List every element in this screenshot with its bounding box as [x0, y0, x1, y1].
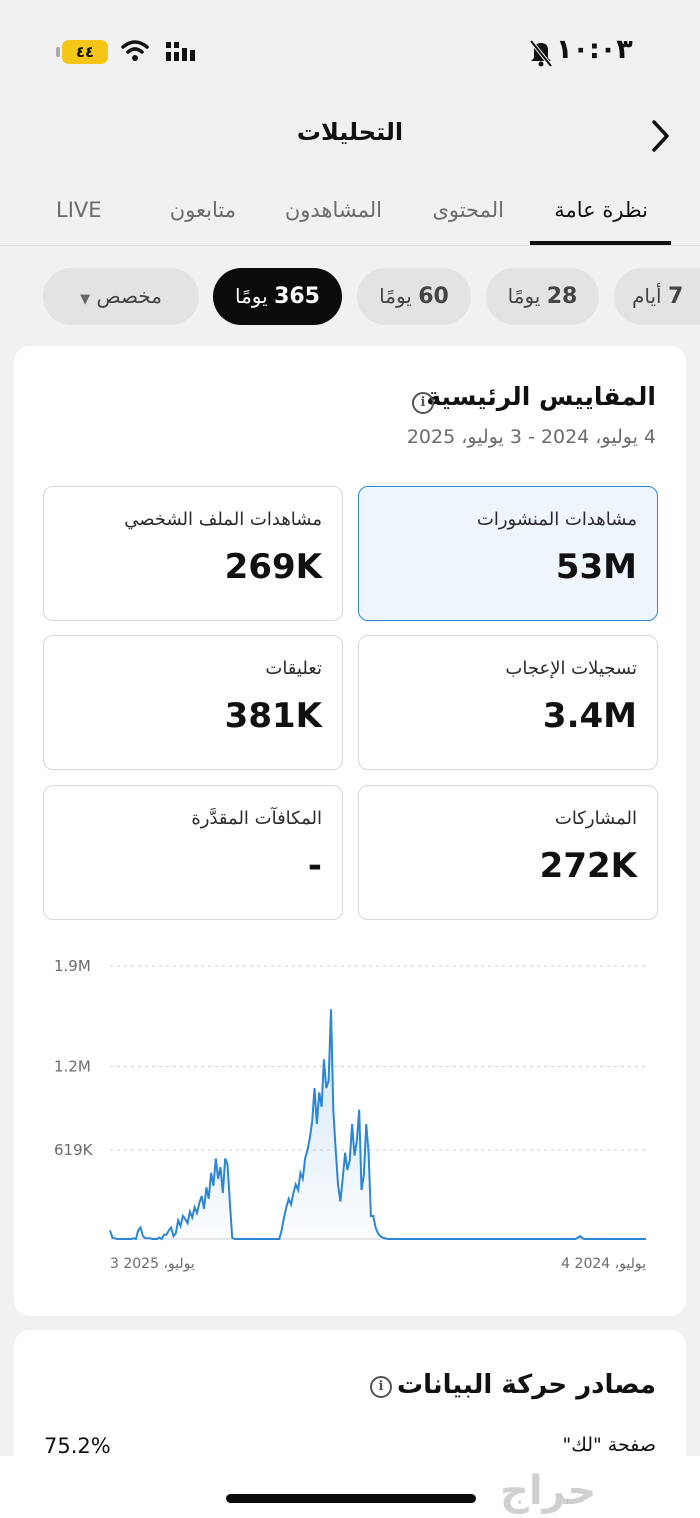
key-metrics-card: المقاييس الرئيسية i 4 يوليو، 2024 - 3 يو…	[14, 346, 686, 1316]
metric-profile-views[interactable]: مشاهدات الملف الشخصي 269K	[43, 486, 343, 621]
card-title: المقاييس الرئيسية	[426, 382, 656, 411]
range-7-days[interactable]: 7 أيام	[614, 268, 700, 325]
metric-label: المكافآت المقدَّرة	[191, 808, 322, 829]
chart-series-line	[109, 1009, 646, 1241]
metric-shares[interactable]: المشاركات 272K	[358, 785, 658, 920]
wifi-icon	[121, 40, 149, 61]
traffic-title: مصادر حركة البيانات	[396, 1370, 656, 1400]
date-range: 4 يوليو، 2024 - 3 يوليو، 2025	[406, 426, 656, 448]
tab-live[interactable]: LIVE	[56, 198, 102, 222]
bottom-bar	[0, 1456, 700, 1518]
metric-label: مشاهدات المنشورات	[476, 509, 637, 530]
tab-viewers[interactable]: المشاهدون	[284, 198, 382, 222]
tab-followers[interactable]: متابعون	[169, 198, 236, 222]
home-indicator[interactable]	[226, 1494, 476, 1503]
metric-likes[interactable]: تسجيلات الإعجاب 3.4M	[358, 635, 658, 770]
traffic-source-value: 75.2%	[44, 1434, 111, 1458]
metric-label: تسجيلات الإعجاب	[505, 658, 637, 679]
info-icon[interactable]: i	[370, 1376, 392, 1398]
x-label-end: يوليو، 2024 4	[561, 1256, 646, 1272]
y-tick-label: 1.9M	[54, 957, 91, 975]
range-365-days[interactable]: 365 يومًا	[213, 268, 342, 325]
y-tick-label: 1.2M	[54, 1058, 91, 1076]
traffic-source-label: صفحة "لك"	[562, 1434, 656, 1456]
tab-content[interactable]: المحتوى	[432, 198, 504, 222]
metric-value: 53M	[555, 547, 637, 587]
metric-comments[interactable]: تعليقات 381K	[43, 635, 343, 770]
metric-value: -	[307, 846, 322, 886]
metric-value: 3.4M	[542, 696, 637, 736]
caret-down-icon: ▼	[80, 292, 91, 307]
status-bar: ٤٤ ١٠:٠٣	[0, 0, 700, 100]
tab-underline	[530, 241, 671, 245]
range-28-days[interactable]: 28 يومًا	[486, 268, 599, 325]
x-label-start: 3 2025 ،يوليو	[110, 1256, 195, 1272]
watermark-logo: حراج	[500, 1468, 597, 1514]
status-time: ١٠:٠٣	[556, 34, 633, 65]
metric-value: 269K	[224, 547, 322, 587]
metric-label: تعليقات	[265, 658, 322, 679]
range-custom-dropdown[interactable]: مخصص ▼	[43, 268, 199, 325]
metric-label: المشاركات	[554, 808, 637, 829]
info-icon[interactable]: i	[412, 392, 434, 414]
battery-icon: ٤٤	[56, 40, 108, 64]
post-views-chart[interactable]: 1.9M 1.2M 619K 3 2025 ،يوليو يوليو، 2024 4	[14, 946, 686, 1286]
chevron-right-icon[interactable]	[645, 116, 675, 156]
chart-area-fill	[110, 1009, 646, 1239]
metric-estimated-rewards[interactable]: المكافآت المقدَّرة -	[43, 785, 343, 920]
metric-value: 381K	[224, 696, 322, 736]
page-title: التحليلات	[296, 118, 404, 146]
y-tick-label: 619K	[54, 1141, 94, 1159]
tab-overview[interactable]: نظرة عامة	[554, 198, 648, 222]
bell-slash-icon	[529, 39, 553, 68]
tab-bar: نظرة عامة المحتوى المشاهدون متابعون LIVE	[0, 180, 700, 246]
metric-value: 272K	[539, 846, 637, 886]
signal-icon	[166, 42, 195, 61]
range-60-days[interactable]: 60 يومًا	[357, 268, 471, 325]
metric-post-views[interactable]: مشاهدات المنشورات 53M	[358, 486, 658, 621]
metric-label: مشاهدات الملف الشخصي	[124, 509, 322, 530]
